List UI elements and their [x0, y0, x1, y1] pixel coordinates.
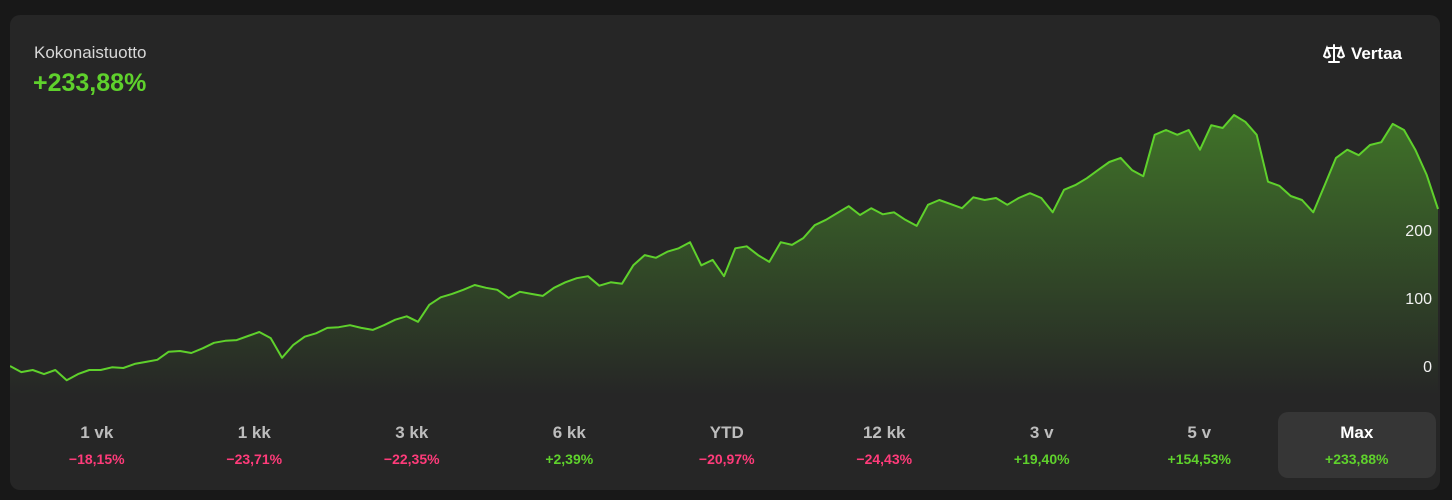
- period-label: 12 kk: [862, 423, 906, 442]
- period-change: −18,15%: [68, 451, 125, 467]
- card: 0 100 200 Kokonaistuotto +233,88% Vertaa 1…: [10, 15, 1440, 490]
- period-label: 6 kk: [552, 423, 586, 442]
- period-change: −20,97%: [698, 451, 755, 467]
- compare-label: Vertaa: [1350, 44, 1402, 63]
- scale-icon: [1322, 44, 1345, 63]
- period-label: Max: [1340, 423, 1374, 442]
- period-change: −23,71%: [226, 451, 283, 467]
- period-label: 3 v: [1029, 423, 1054, 442]
- period-change: −22,35%: [383, 451, 440, 467]
- period-label: 1 vk: [80, 423, 114, 442]
- title: Kokonaistuotto: [34, 43, 147, 62]
- period-change: −24,43%: [856, 451, 913, 467]
- period-button[interactable]: Max +233,88%: [1278, 412, 1436, 478]
- period-button[interactable]: 5 v +154,53%: [1121, 412, 1279, 478]
- y-tick-label: 200: [1405, 223, 1432, 240]
- period-selector: 1 vk −18,15% 1 kk −23,71% 3 kk −22,35% 6 kk +2,…: [18, 412, 1438, 478]
- period-button[interactable]: 6 kk +2,39%: [491, 412, 649, 478]
- compare-button[interactable]: Vertaa: [1322, 43, 1402, 65]
- period-label: 5 v: [1187, 423, 1212, 442]
- chart: 0 100 200: [10, 114, 1439, 396]
- y-tick-label: 0: [1423, 359, 1432, 376]
- line-area: [10, 115, 1438, 396]
- period-label: 1 kk: [237, 423, 271, 442]
- period-button[interactable]: 12 kk −24,43%: [806, 412, 964, 478]
- period-change: +154,53%: [1167, 451, 1231, 467]
- period-change: +2,39%: [545, 451, 594, 467]
- period-change: +19,40%: [1013, 451, 1070, 467]
- total-return: +233,88%: [33, 69, 147, 97]
- period-button[interactable]: 3 v +19,40%: [963, 412, 1121, 478]
- period-label: 3 kk: [395, 423, 429, 442]
- line: [10, 114, 1439, 382]
- period-label: YTD: [709, 423, 744, 442]
- period-button[interactable]: 3 kk −22,35%: [333, 412, 491, 478]
- period-button[interactable]: YTD −20,97%: [648, 412, 806, 478]
- period-button[interactable]: 1 kk −23,71%: [176, 412, 334, 478]
- period-button[interactable]: 1 vk −18,15%: [18, 412, 176, 478]
- period-change: +233,88%: [1325, 451, 1389, 467]
- y-tick-label: 100: [1405, 291, 1432, 308]
